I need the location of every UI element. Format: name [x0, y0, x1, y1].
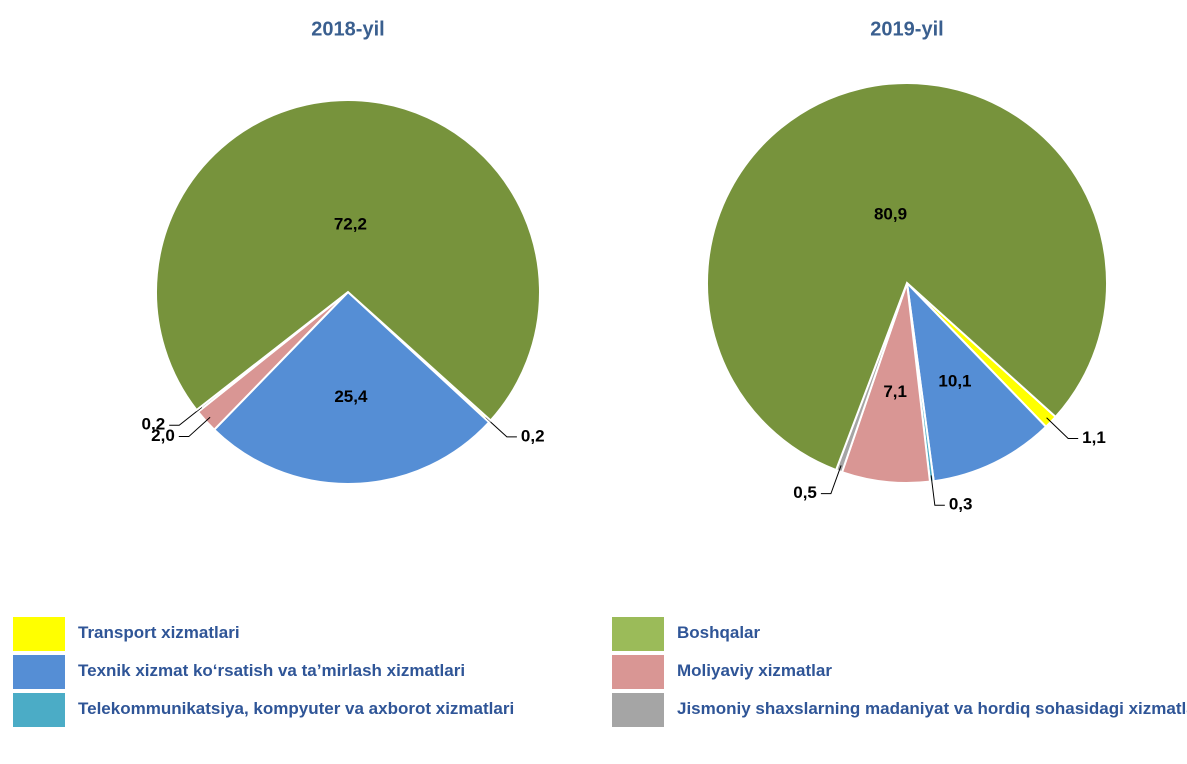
chart-title: 2019-yil	[870, 18, 943, 40]
data-label: 0,5	[793, 483, 817, 502]
leader-line	[930, 475, 945, 506]
legend-swatch	[612, 655, 664, 689]
data-label: 7,1	[883, 382, 907, 401]
legend-label: Texnik xizmat ko‘rsatish va ta’mirlash x…	[78, 661, 466, 680]
data-label: 0,2	[521, 426, 545, 445]
legend-item: Moliyaviy xizmatlar	[612, 655, 1187, 689]
leader-line	[1046, 417, 1079, 440]
data-label: 0,2	[142, 415, 166, 434]
legend-label: Moliyaviy xizmatlar	[677, 661, 832, 680]
data-label: 1,1	[1082, 428, 1106, 447]
leader-line	[178, 416, 211, 438]
pie-slice	[212, 290, 491, 485]
legend-item: Boshqalar	[612, 617, 1187, 651]
pie-slice	[155, 99, 541, 422]
legend-swatch	[13, 693, 65, 727]
legend-item: Jismoniy shaxslarning madaniyat va hordi…	[612, 693, 1187, 727]
leader-line	[820, 465, 842, 495]
legend-label: Jismoniy shaxslarning madaniyat va hordi…	[677, 699, 1187, 718]
data-label: 80,9	[874, 204, 907, 223]
data-label: 2,0	[151, 426, 175, 445]
leader-line	[485, 417, 517, 438]
legend-swatch	[612, 693, 664, 727]
legend-item: Telekommunikatsiya, kompyuter va axborot…	[13, 693, 578, 727]
data-label: 0,3	[949, 495, 973, 514]
legend-label: Boshqalar	[677, 623, 761, 642]
charts: 2018-yil0,225,42,00,272,22019-yil1,110,1…	[142, 18, 1108, 514]
legend-swatch	[13, 617, 65, 651]
data-label: 25,4	[334, 387, 368, 406]
data-label: 72,2	[334, 214, 367, 233]
pie-slice	[706, 82, 1108, 472]
legend-swatch	[612, 617, 664, 651]
legend-swatch	[13, 655, 65, 689]
legend-label: Transport xizmatlari	[78, 623, 240, 642]
leader-line	[169, 406, 203, 426]
legend-item: Texnik xizmat ko‘rsatish va ta’mirlash x…	[13, 655, 578, 689]
chart-title: 2018-yil	[311, 18, 384, 40]
data-label: 10,1	[938, 371, 971, 390]
pie-slice	[905, 280, 1048, 483]
legend-label: Telekommunikatsiya, kompyuter va axborot…	[78, 699, 515, 718]
legend-item: Transport xizmatlari	[13, 617, 578, 651]
